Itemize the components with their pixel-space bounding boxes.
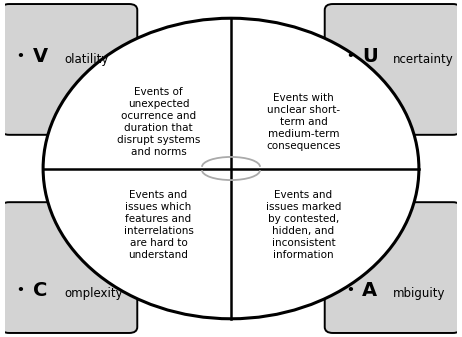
Text: ncertainty: ncertainty xyxy=(393,53,454,66)
Text: •: • xyxy=(346,50,354,63)
FancyBboxPatch shape xyxy=(325,202,461,333)
Ellipse shape xyxy=(43,18,419,319)
Text: omplexity: omplexity xyxy=(64,287,122,301)
Text: A: A xyxy=(362,281,377,300)
Text: Events and
issues which
features and
interrelations
are hard to
understand: Events and issues which features and int… xyxy=(124,190,194,259)
Text: •: • xyxy=(346,284,354,297)
Text: V: V xyxy=(33,47,48,66)
Text: olatility: olatility xyxy=(64,53,108,66)
Text: •: • xyxy=(16,284,24,297)
FancyBboxPatch shape xyxy=(1,4,137,135)
Text: Events and
issues marked
by contested,
hidden, and
inconsistent
information: Events and issues marked by contested, h… xyxy=(266,190,341,259)
Text: •: • xyxy=(16,50,24,63)
Text: mbiguity: mbiguity xyxy=(393,287,445,301)
FancyBboxPatch shape xyxy=(1,202,137,333)
Text: Events of
unexpected
ocurrence and
duration that
disrupt systems
and norms: Events of unexpected ocurrence and durat… xyxy=(117,87,200,157)
Text: C: C xyxy=(33,281,48,300)
Text: U: U xyxy=(362,47,378,66)
FancyBboxPatch shape xyxy=(325,4,461,135)
Text: Events with
unclear short-
term and
medium-term
consequences: Events with unclear short- term and medi… xyxy=(266,93,340,151)
